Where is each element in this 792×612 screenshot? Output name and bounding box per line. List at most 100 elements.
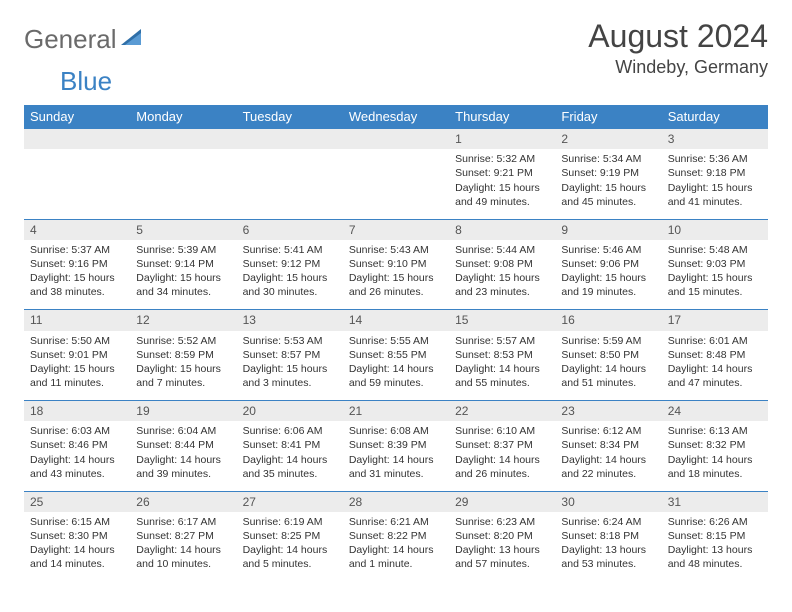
sunset-line: Sunset: 8:37 PM [455,438,549,452]
day-number-cell: 13 [237,310,343,331]
weekday-header-row: SundayMondayTuesdayWednesdayThursdayFrid… [24,105,768,129]
day-number-cell: 26 [130,491,236,512]
sunset-line: Sunset: 8:48 PM [668,348,762,362]
day-detail-cell: Sunrise: 5:55 AMSunset: 8:55 PMDaylight:… [343,331,449,401]
daylight-line: Daylight: 15 hours and 19 minutes. [561,271,655,299]
day-number-cell: 16 [555,310,661,331]
day-number-cell [130,129,236,150]
sunset-line: Sunset: 8:39 PM [349,438,443,452]
sunrise-line: Sunrise: 6:04 AM [136,424,230,438]
day-detail-cell: Sunrise: 6:21 AMSunset: 8:22 PMDaylight:… [343,512,449,582]
day-detail-cell: Sunrise: 6:01 AMSunset: 8:48 PMDaylight:… [662,331,768,401]
sunrise-line: Sunrise: 6:03 AM [30,424,124,438]
sunrise-line: Sunrise: 6:26 AM [668,515,762,529]
day-number-cell: 1 [449,129,555,150]
day-detail-cell: Sunrise: 6:10 AMSunset: 8:37 PMDaylight:… [449,421,555,491]
calendar-table: SundayMondayTuesdayWednesdayThursdayFrid… [24,105,768,582]
daylight-line: Daylight: 14 hours and 59 minutes. [349,362,443,390]
sunset-line: Sunset: 8:18 PM [561,529,655,543]
daylight-line: Daylight: 14 hours and 14 minutes. [30,543,124,571]
sunset-line: Sunset: 9:12 PM [243,257,337,271]
day-number-cell: 25 [24,491,130,512]
day-detail-row: Sunrise: 5:32 AMSunset: 9:21 PMDaylight:… [24,149,768,219]
daylight-line: Daylight: 14 hours and 1 minute. [349,543,443,571]
day-number-cell: 18 [24,401,130,422]
day-number-row: 18192021222324 [24,401,768,422]
day-number-cell: 6 [237,219,343,240]
sunrise-line: Sunrise: 6:21 AM [349,515,443,529]
sunrise-line: Sunrise: 6:17 AM [136,515,230,529]
sunset-line: Sunset: 8:53 PM [455,348,549,362]
weekday-header: Monday [130,105,236,129]
sunset-line: Sunset: 8:41 PM [243,438,337,452]
day-number-row: 11121314151617 [24,310,768,331]
sunrise-line: Sunrise: 6:01 AM [668,334,762,348]
sunset-line: Sunset: 9:08 PM [455,257,549,271]
sunset-line: Sunset: 8:57 PM [243,348,337,362]
sunrise-line: Sunrise: 6:10 AM [455,424,549,438]
sunrise-line: Sunrise: 5:34 AM [561,152,655,166]
day-detail-cell: Sunrise: 5:32 AMSunset: 9:21 PMDaylight:… [449,149,555,219]
day-detail-cell: Sunrise: 6:13 AMSunset: 8:32 PMDaylight:… [662,421,768,491]
daylight-line: Daylight: 13 hours and 48 minutes. [668,543,762,571]
sunset-line: Sunset: 9:18 PM [668,166,762,180]
daylight-line: Daylight: 14 hours and 5 minutes. [243,543,337,571]
day-detail-cell: Sunrise: 5:57 AMSunset: 8:53 PMDaylight:… [449,331,555,401]
sunrise-line: Sunrise: 5:57 AM [455,334,549,348]
day-number-cell: 14 [343,310,449,331]
day-detail-cell: Sunrise: 5:50 AMSunset: 9:01 PMDaylight:… [24,331,130,401]
sunrise-line: Sunrise: 6:19 AM [243,515,337,529]
day-number-cell: 4 [24,219,130,240]
day-detail-cell: Sunrise: 5:46 AMSunset: 9:06 PMDaylight:… [555,240,661,310]
day-detail-cell: Sunrise: 5:43 AMSunset: 9:10 PMDaylight:… [343,240,449,310]
daylight-line: Daylight: 15 hours and 41 minutes. [668,181,762,209]
day-number-cell: 8 [449,219,555,240]
day-detail-cell: Sunrise: 5:34 AMSunset: 9:19 PMDaylight:… [555,149,661,219]
day-detail-cell: Sunrise: 6:23 AMSunset: 8:20 PMDaylight:… [449,512,555,582]
day-number-cell: 7 [343,219,449,240]
weekday-header: Sunday [24,105,130,129]
sunrise-line: Sunrise: 5:41 AM [243,243,337,257]
day-number-cell: 24 [662,401,768,422]
daylight-line: Daylight: 15 hours and 26 minutes. [349,271,443,299]
day-detail-cell: Sunrise: 6:19 AMSunset: 8:25 PMDaylight:… [237,512,343,582]
daylight-line: Daylight: 14 hours and 31 minutes. [349,453,443,481]
daylight-line: Daylight: 14 hours and 18 minutes. [668,453,762,481]
logo-text-blue: Blue [60,66,112,96]
day-number-cell: 30 [555,491,661,512]
weekday-header: Saturday [662,105,768,129]
daylight-line: Daylight: 13 hours and 57 minutes. [455,543,549,571]
sunset-line: Sunset: 8:20 PM [455,529,549,543]
sunset-line: Sunset: 8:15 PM [668,529,762,543]
daylight-line: Daylight: 15 hours and 34 minutes. [136,271,230,299]
day-detail-row: Sunrise: 5:50 AMSunset: 9:01 PMDaylight:… [24,331,768,401]
day-number-cell: 9 [555,219,661,240]
sunset-line: Sunset: 9:19 PM [561,166,655,180]
sunrise-line: Sunrise: 5:48 AM [668,243,762,257]
day-number-cell: 22 [449,401,555,422]
weekday-header: Thursday [449,105,555,129]
day-detail-cell: Sunrise: 5:39 AMSunset: 9:14 PMDaylight:… [130,240,236,310]
daylight-line: Daylight: 15 hours and 23 minutes. [455,271,549,299]
day-detail-cell: Sunrise: 5:36 AMSunset: 9:18 PMDaylight:… [662,149,768,219]
sunrise-line: Sunrise: 5:36 AM [668,152,762,166]
sunrise-line: Sunrise: 5:55 AM [349,334,443,348]
day-detail-cell: Sunrise: 5:59 AMSunset: 8:50 PMDaylight:… [555,331,661,401]
day-number-cell: 27 [237,491,343,512]
day-detail-cell [130,149,236,219]
daylight-line: Daylight: 15 hours and 49 minutes. [455,181,549,209]
weekday-header: Wednesday [343,105,449,129]
daylight-line: Daylight: 14 hours and 10 minutes. [136,543,230,571]
day-number-cell: 23 [555,401,661,422]
sunrise-line: Sunrise: 5:37 AM [30,243,124,257]
day-detail-cell: Sunrise: 5:41 AMSunset: 9:12 PMDaylight:… [237,240,343,310]
weekday-header: Tuesday [237,105,343,129]
sunrise-line: Sunrise: 6:06 AM [243,424,337,438]
sunset-line: Sunset: 9:10 PM [349,257,443,271]
day-detail-cell: Sunrise: 6:15 AMSunset: 8:30 PMDaylight:… [24,512,130,582]
daylight-line: Daylight: 15 hours and 38 minutes. [30,271,124,299]
daylight-line: Daylight: 13 hours and 53 minutes. [561,543,655,571]
sunset-line: Sunset: 9:01 PM [30,348,124,362]
day-number-row: 45678910 [24,219,768,240]
day-number-cell: 29 [449,491,555,512]
